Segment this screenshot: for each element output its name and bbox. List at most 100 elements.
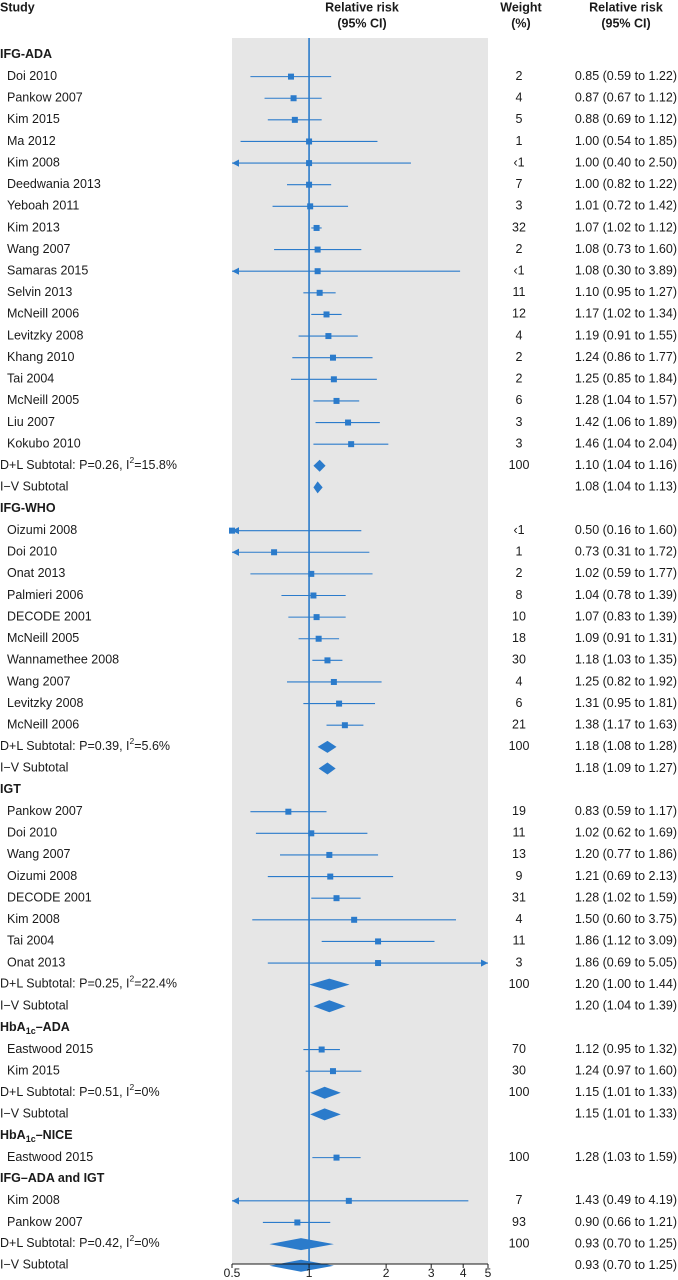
ci-text: 1.10 (1.04 to 1.16) [575, 458, 677, 472]
ci-text: 1.08 (0.73 to 1.60) [575, 242, 677, 256]
weight-value: 4 [516, 674, 523, 688]
weight-value: 100 [509, 739, 530, 753]
ci-text: 1.31 (0.95 to 1.81) [575, 696, 677, 710]
subtotal-diamond [309, 978, 350, 991]
weight-value: 32 [512, 220, 526, 234]
weight-value: 100 [509, 458, 530, 472]
ci-text: 1.42 (1.06 to 1.89) [575, 415, 677, 429]
study-label: Ma 2012 [7, 134, 56, 148]
subtotal-label-superscript: 2 [130, 974, 135, 984]
subtotal-label-suffix: =15.8% [134, 458, 177, 472]
study-label: Onat 2013 [7, 955, 65, 969]
point-estimate [324, 657, 331, 664]
weight-value: 30 [512, 653, 526, 667]
ci-text: 0.73 (0.31 to 1.72) [575, 545, 677, 559]
group-name: IGT [0, 782, 21, 796]
ci-arrow-left [232, 527, 239, 535]
ci-text: 1.20 (0.77 to 1.86) [575, 847, 677, 861]
weight-value: 3 [516, 955, 523, 969]
group-name: HbA [0, 1128, 26, 1142]
study-label: Kim 2008 [7, 1193, 60, 1207]
group-heading: HbA1c–NICE [0, 1128, 73, 1144]
x-tick-label: 1 [306, 1266, 313, 1280]
study-label: Wang 2007 [7, 242, 71, 256]
point-estimate [316, 289, 323, 296]
study-label: Pankow 2007 [7, 804, 83, 818]
weight-value: 13 [512, 847, 526, 861]
ci-text: 1.24 (0.86 to 1.77) [575, 350, 677, 364]
subtotal-diamond [269, 1238, 334, 1251]
study-label: McNeill 2005 [7, 631, 79, 645]
ci-text: 1.18 (1.03 to 1.35) [575, 653, 677, 667]
subtotal-label-superscript: 2 [130, 1233, 135, 1243]
weight-value: 2 [516, 372, 523, 386]
weight-value: 21 [512, 718, 526, 732]
plot-panel [232, 38, 488, 1264]
weight-value: 2 [516, 69, 523, 83]
subtotal-label-superscript: 2 [130, 736, 135, 746]
study-label: Kokubo 2010 [7, 436, 81, 450]
point-estimate [306, 138, 313, 145]
subtotal-diamond [313, 459, 326, 472]
subtotal-label: I−V Subtotal [0, 1107, 68, 1121]
study-label: Eastwood 2015 [7, 1150, 93, 1164]
weight-value: 12 [512, 307, 526, 321]
point-estimate [271, 549, 278, 556]
point-estimate [345, 1197, 352, 1204]
point-estimate [330, 376, 337, 383]
weight-value: 7 [516, 1193, 523, 1207]
subtotal-label: I−V Subtotal [0, 999, 68, 1013]
study-label: Liu 2007 [7, 415, 55, 429]
weight-value: 4 [516, 328, 523, 342]
weight-value: 1 [516, 134, 523, 148]
subtotal-label-text: D+L Subtotal: P=0.25, I [0, 977, 130, 991]
weight-value: 3 [516, 415, 523, 429]
weight-value: 70 [512, 1042, 526, 1056]
subtotal-label: D+L Subtotal: P=0.42, I2=0% [0, 1233, 160, 1250]
weight-value: 10 [512, 609, 526, 623]
header-ci-column: Relative risk [589, 0, 663, 14]
ci-text: 1.00 (0.82 to 1.22) [575, 177, 677, 191]
weight-value: 3 [516, 436, 523, 450]
study-label: Wang 2007 [7, 847, 71, 861]
point-estimate [329, 1068, 336, 1075]
ci-text: 1.04 (0.78 to 1.39) [575, 588, 677, 602]
ci-text: 0.83 (0.59 to 1.17) [575, 804, 677, 818]
point-estimate [287, 73, 294, 80]
study-label: Oizumi 2008 [7, 869, 77, 883]
study-label: Eastwood 2015 [7, 1042, 93, 1056]
ci-text: 1.12 (0.95 to 1.32) [575, 1042, 677, 1056]
point-estimate [375, 938, 382, 945]
subtotal-label: I−V Subtotal [0, 480, 68, 494]
ci-text: 1.15 (1.01 to 1.33) [575, 1085, 677, 1099]
point-estimate [313, 614, 320, 621]
weight-value: 19 [512, 804, 526, 818]
ci-text: 0.50 (0.16 to 1.60) [575, 523, 677, 537]
point-estimate [308, 570, 315, 577]
weight-value: 6 [516, 393, 523, 407]
ci-text: 0.88 (0.69 to 1.12) [575, 112, 677, 126]
study-label: Pankow 2007 [7, 91, 83, 105]
weight-value: 100 [509, 1236, 530, 1250]
ci-text: 1.08 (1.04 to 1.13) [575, 480, 677, 494]
ci-text: 1.20 (1.00 to 1.44) [575, 977, 677, 991]
ci-text: 1.01 (0.72 to 1.42) [575, 199, 677, 213]
weight-value: 1 [516, 545, 523, 559]
point-estimate [325, 333, 332, 340]
subtotal-label: D+L Subtotal: P=0.26, I2=15.8% [0, 455, 177, 472]
ci-text: 1.24 (0.97 to 1.60) [575, 1063, 677, 1077]
ci-text: 0.90 (0.66 to 1.21) [575, 1215, 677, 1229]
point-estimate [291, 116, 298, 123]
header-relative-risk: Relative risk [325, 0, 399, 14]
ci-text: 1.38 (1.17 to 1.63) [575, 718, 677, 732]
weight-value: 8 [516, 588, 523, 602]
ci-text: 1.15 (1.01 to 1.33) [575, 1107, 677, 1121]
point-estimate [345, 419, 352, 426]
group-name: IFG-WHO [0, 501, 56, 515]
subtotal-label-suffix: =22.4% [134, 977, 177, 991]
point-estimate [314, 246, 321, 253]
subtotal-label: D+L Subtotal: P=0.25, I2=22.4% [0, 974, 177, 991]
ci-text: 1.09 (0.91 to 1.31) [575, 631, 677, 645]
weight-value: ‹1 [513, 155, 524, 169]
study-label: Oizumi 2008 [7, 523, 77, 537]
